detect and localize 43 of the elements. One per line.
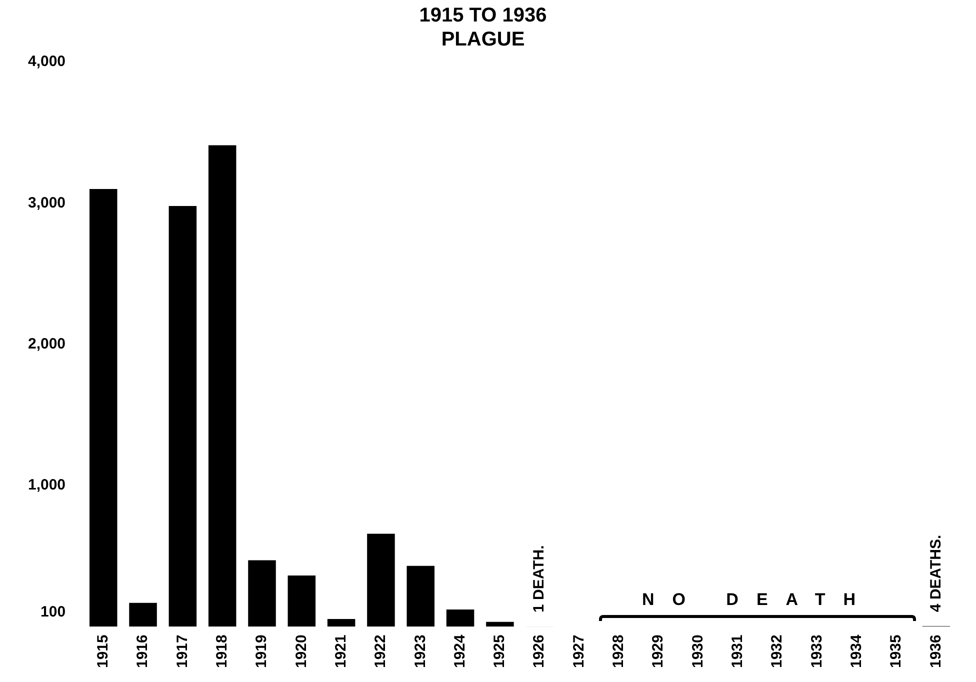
bar [129,602,157,627]
y-tick-label: 1,000 [28,476,66,494]
chart-title: 1915 TO 1936 [419,4,547,27]
x-tick-label: 1920 [292,634,310,668]
y-tick-label: 3,000 [28,194,66,212]
x-tick-label: 1917 [174,634,191,668]
x-tick-label: 1926 [530,634,548,668]
x-tick-label: 1930 [689,634,706,668]
bar [327,619,356,627]
x-tick-label: 1921 [332,634,350,668]
bar [168,206,197,627]
y-tick-label: 100 [40,604,66,621]
x-tick-label: 1918 [213,634,230,668]
chart-subtitle: PLAGUE [441,28,525,51]
x-tick-label: 1933 [808,634,826,668]
x-tick-label: 1915 [94,634,112,668]
bar [248,560,276,627]
bar [406,566,435,627]
y-tick-label: 4,000 [28,53,66,70]
annotation: 1 DEATH. [530,545,548,612]
y-tick-label: 2,000 [28,335,66,352]
bar [486,622,514,627]
x-tick-label: 1916 [134,634,152,668]
x-tick-label: 1922 [372,634,390,668]
bar [89,189,118,627]
x-tick-label: 1925 [491,634,508,668]
x-tick-label: 1923 [412,634,429,668]
x-tick-label: 1919 [253,634,270,668]
x-tick-label: 1935 [888,634,905,668]
x-tick-label: 1927 [570,634,588,668]
annotation: 4 DEATHS. [927,534,944,612]
x-tick-label: 1931 [729,634,746,668]
annotation: NO DEATH [642,590,874,609]
x-tick-label: 1929 [650,634,667,668]
x-tick-label: 1932 [768,634,786,668]
bar [208,145,236,627]
bar [446,610,474,627]
bar [367,534,395,627]
x-tick-label: 1936 [927,634,944,668]
x-tick-label: 1924 [451,634,468,668]
x-tick-label: 1934 [848,634,865,668]
bar [288,576,316,627]
x-tick-label: 1928 [610,634,628,668]
